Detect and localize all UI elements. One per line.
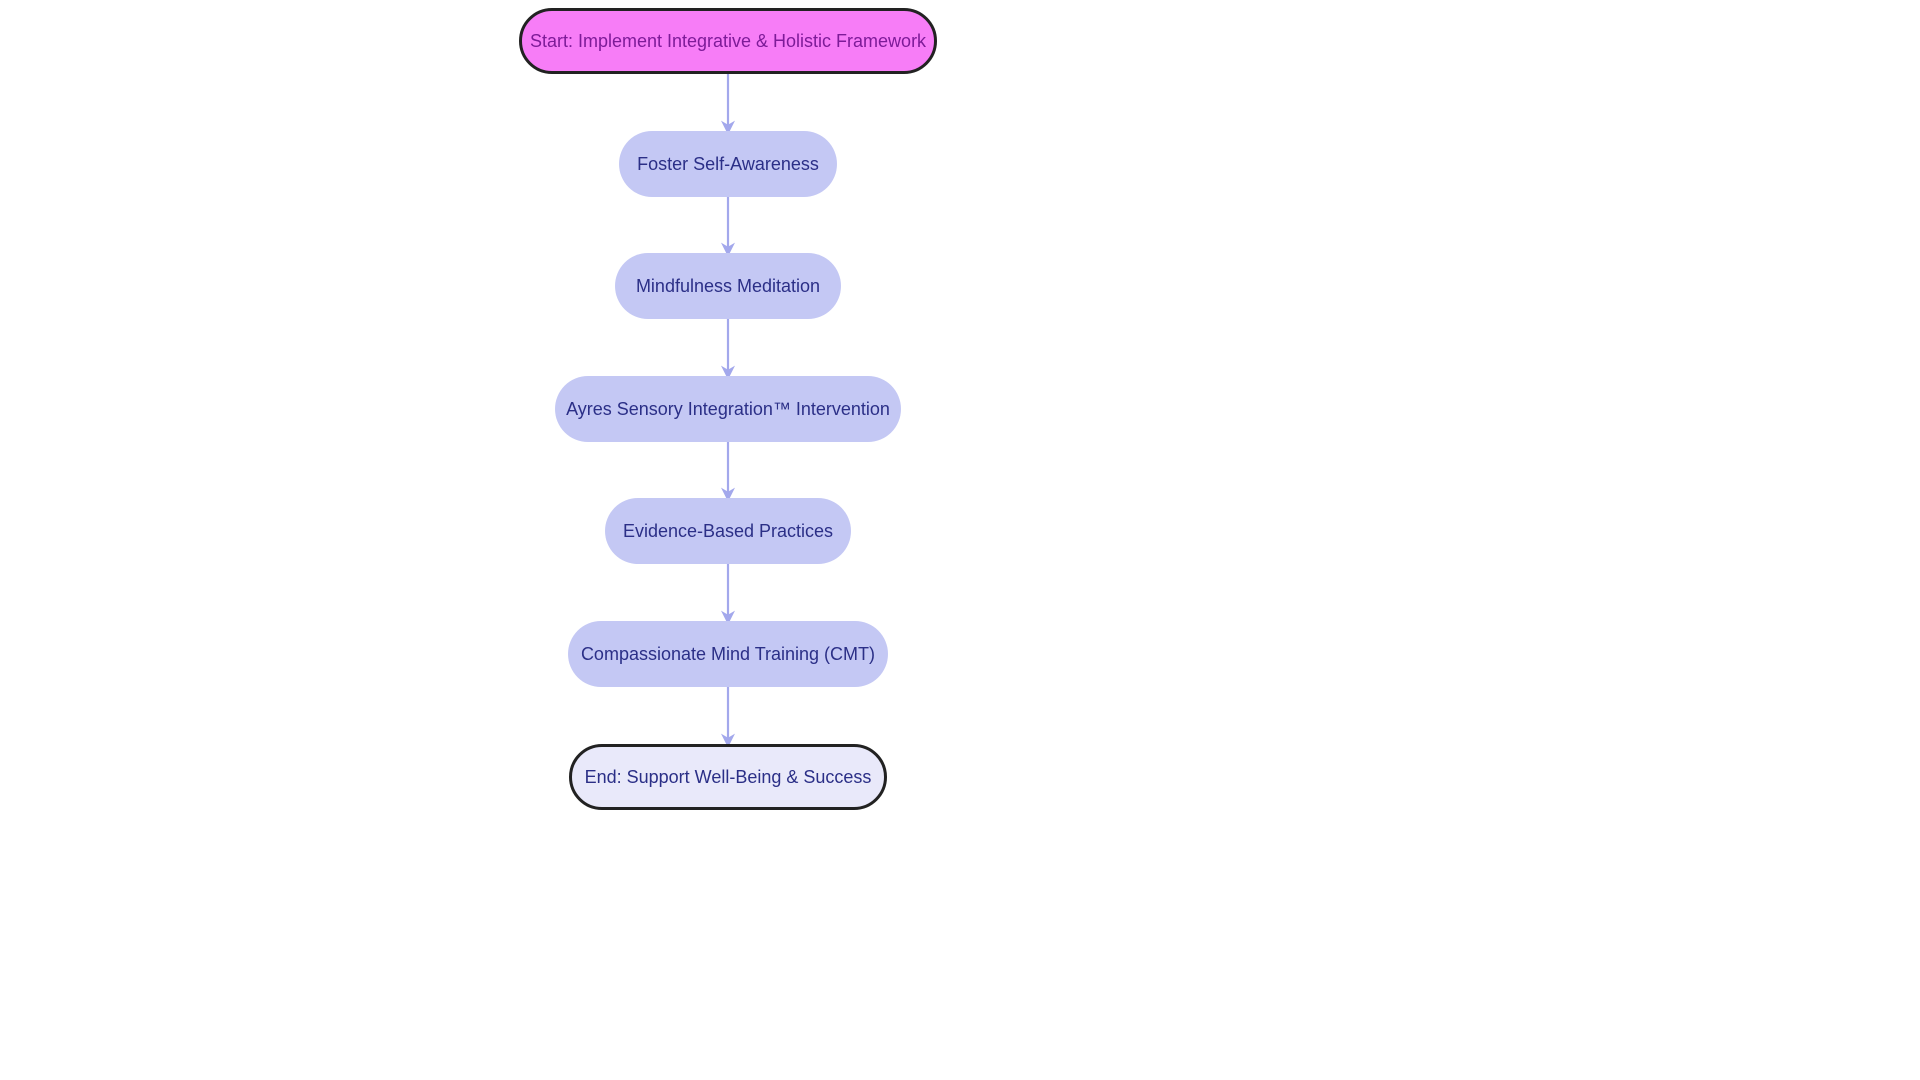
flowchart-node: End: Support Well-Being & Success [569, 744, 887, 810]
flowchart-node: Compassionate Mind Training (CMT) [568, 621, 888, 687]
flowchart-node: Ayres Sensory Integration™ Intervention [555, 376, 901, 442]
flowchart-canvas: Start: Implement Integrative & Holistic … [0, 0, 1920, 1080]
flowchart-node-label: Ayres Sensory Integration™ Intervention [566, 399, 890, 420]
flowchart-node-label: Compassionate Mind Training (CMT) [581, 644, 875, 665]
flowchart-node-label: End: Support Well-Being & Success [585, 767, 872, 788]
flowchart-node: Foster Self-Awareness [619, 131, 837, 197]
flowchart-edges [0, 0, 1920, 1080]
flowchart-node-label: Foster Self-Awareness [637, 154, 819, 175]
flowchart-node-label: Evidence-Based Practices [623, 521, 833, 542]
flowchart-node-label: Mindfulness Meditation [636, 276, 820, 297]
flowchart-node-label: Start: Implement Integrative & Holistic … [530, 31, 926, 52]
flowchart-node: Evidence-Based Practices [605, 498, 851, 564]
flowchart-node: Mindfulness Meditation [615, 253, 841, 319]
flowchart-node: Start: Implement Integrative & Holistic … [519, 8, 937, 74]
